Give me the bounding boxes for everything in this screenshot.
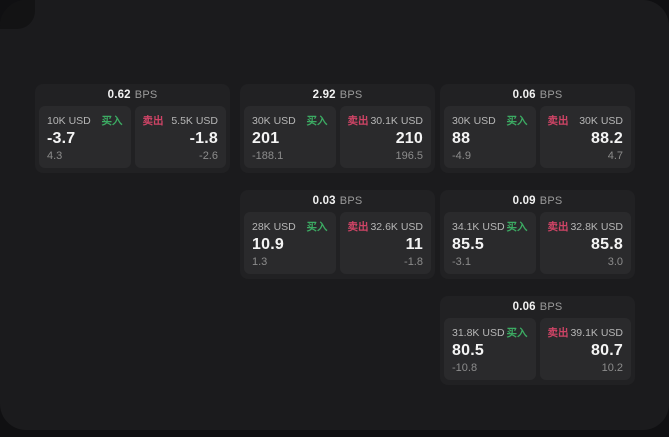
bps-unit-label: BPS <box>539 195 563 207</box>
buy-label: 买入 <box>306 115 328 127</box>
buy-price: 88 <box>452 130 471 147</box>
quote-card: 0.09 BPS 34.1K USD 买入 85.5 -3.1 卖出 32.8K … <box>440 190 635 279</box>
buy-delta: 4.3 <box>47 150 63 162</box>
buy-amount: 28K USD <box>252 221 296 233</box>
bps-unit-label: BPS <box>134 89 158 101</box>
buy-panel[interactable]: 31.8K USD 买入 80.5 -10.8 <box>444 318 536 380</box>
quote-panels: 30K USD 买入 88 -4.9 卖出 30K USD 88.2 4.7 <box>440 106 635 168</box>
sell-panel[interactable]: 卖出 30.1K USD 210 196.5 <box>339 106 431 168</box>
bps-value: 0.06 <box>512 89 536 101</box>
card-header: 2.92 BPS <box>240 84 435 106</box>
sell-amount: 32.6K USD <box>370 221 423 233</box>
buy-price: 80.5 <box>452 342 484 359</box>
sell-panel[interactable]: 卖出 30K USD 88.2 4.7 <box>539 106 631 168</box>
quote-card: 0.06 BPS 31.8K USD 买入 80.5 -10.8 卖出 39.1K… <box>440 296 635 385</box>
sell-price: 210 <box>395 130 423 147</box>
buy-price: 85.5 <box>452 236 484 253</box>
sell-delta: -2.6 <box>199 150 218 162</box>
sell-label: 卖出 <box>347 221 369 233</box>
sell-panel[interactable]: 卖出 32.6K USD 11 -1.8 <box>339 212 431 274</box>
buy-label: 买入 <box>506 115 528 127</box>
sell-label: 卖出 <box>547 327 569 339</box>
buy-panel[interactable]: 34.1K USD 买入 85.5 -3.1 <box>444 212 536 274</box>
buy-delta: 1.3 <box>252 256 268 268</box>
sell-delta: 4.7 <box>607 150 623 162</box>
bps-value: 0.06 <box>512 301 536 313</box>
buy-label: 买入 <box>506 221 528 233</box>
sell-label: 卖出 <box>347 115 369 127</box>
sell-label: 卖出 <box>547 115 569 127</box>
buy-panel[interactable]: 10K USD 买入 -3.7 4.3 <box>39 106 131 168</box>
bps-unit-label: BPS <box>539 301 563 313</box>
quote-card: 0.03 BPS 28K USD 买入 10.9 1.3 卖出 32.6K USD… <box>240 190 435 279</box>
sell-price: 85.8 <box>591 236 623 253</box>
buy-amount: 34.1K USD <box>452 221 505 233</box>
sell-delta: 3.0 <box>607 256 623 268</box>
sell-price: 11 <box>405 236 423 253</box>
bps-unit-label: BPS <box>339 89 363 101</box>
sell-panel[interactable]: 卖出 39.1K USD 80.7 10.2 <box>539 318 631 380</box>
buy-amount: 10K USD <box>47 115 91 127</box>
sell-price: 88.2 <box>591 130 623 147</box>
sell-amount: 5.5K USD <box>171 115 218 127</box>
sell-label: 卖出 <box>547 221 569 233</box>
card-header: 0.06 BPS <box>440 296 635 318</box>
buy-panel[interactable]: 28K USD 买入 10.9 1.3 <box>244 212 336 274</box>
buy-label: 买入 <box>506 327 528 339</box>
bps-value: 0.62 <box>107 89 131 101</box>
quote-panels: 34.1K USD 买入 85.5 -3.1 卖出 32.8K USD 85.8… <box>440 212 635 274</box>
buy-delta: -4.9 <box>452 150 471 162</box>
buy-delta: -10.8 <box>452 362 478 374</box>
bps-value: 0.03 <box>312 195 336 207</box>
buy-amount: 30K USD <box>452 115 496 127</box>
buy-label: 买入 <box>306 221 328 233</box>
sell-price: -1.8 <box>189 130 218 147</box>
sell-label: 卖出 <box>142 115 164 127</box>
sell-delta: -1.8 <box>404 256 423 268</box>
sell-delta: 10.2 <box>601 362 623 374</box>
quote-panels: 30K USD 买入 201 -188.1 卖出 30.1K USD 210 1… <box>240 106 435 168</box>
sell-amount: 32.8K USD <box>570 221 623 233</box>
card-header: 0.06 BPS <box>440 84 635 106</box>
sell-amount: 39.1K USD <box>570 327 623 339</box>
card-header: 0.03 BPS <box>240 190 435 212</box>
buy-panel[interactable]: 30K USD 买入 88 -4.9 <box>444 106 536 168</box>
buy-amount: 30K USD <box>252 115 296 127</box>
card-header: 0.09 BPS <box>440 190 635 212</box>
buy-amount: 31.8K USD <box>452 327 505 339</box>
bps-unit-label: BPS <box>539 89 563 101</box>
buy-delta: -3.1 <box>452 256 471 268</box>
buy-price: 201 <box>252 130 280 147</box>
quote-card: 2.92 BPS 30K USD 买入 201 -188.1 卖出 30.1K U… <box>240 84 435 173</box>
card-header: 0.62 BPS <box>35 84 230 106</box>
bps-unit-label: BPS <box>339 195 363 207</box>
sell-amount: 30.1K USD <box>370 115 423 127</box>
sell-amount: 30K USD <box>579 115 623 127</box>
quote-card: 0.06 BPS 30K USD 买入 88 -4.9 卖出 30K USD 88… <box>440 84 635 173</box>
quote-panels: 10K USD 买入 -3.7 4.3 卖出 5.5K USD -1.8 -2.… <box>35 106 230 168</box>
sell-panel[interactable]: 卖出 32.8K USD 85.8 3.0 <box>539 212 631 274</box>
buy-panel[interactable]: 30K USD 买入 201 -188.1 <box>244 106 336 168</box>
sell-panel[interactable]: 卖出 5.5K USD -1.8 -2.6 <box>134 106 226 168</box>
sell-delta: 196.5 <box>395 150 423 162</box>
quote-card: 0.62 BPS 10K USD 买入 -3.7 4.3 卖出 5.5K USD … <box>35 84 230 173</box>
buy-price: -3.7 <box>47 130 76 147</box>
buy-label: 买入 <box>101 115 123 127</box>
quote-panels: 28K USD 买入 10.9 1.3 卖出 32.6K USD 11 -1.8 <box>240 212 435 274</box>
bps-value: 2.92 <box>312 89 336 101</box>
quote-panels: 31.8K USD 买入 80.5 -10.8 卖出 39.1K USD 80.… <box>440 318 635 380</box>
window-corner-shape <box>0 0 35 29</box>
buy-delta: -188.1 <box>252 150 284 162</box>
bps-value: 0.09 <box>512 195 536 207</box>
buy-price: 10.9 <box>252 236 284 253</box>
sell-price: 80.7 <box>591 342 623 359</box>
